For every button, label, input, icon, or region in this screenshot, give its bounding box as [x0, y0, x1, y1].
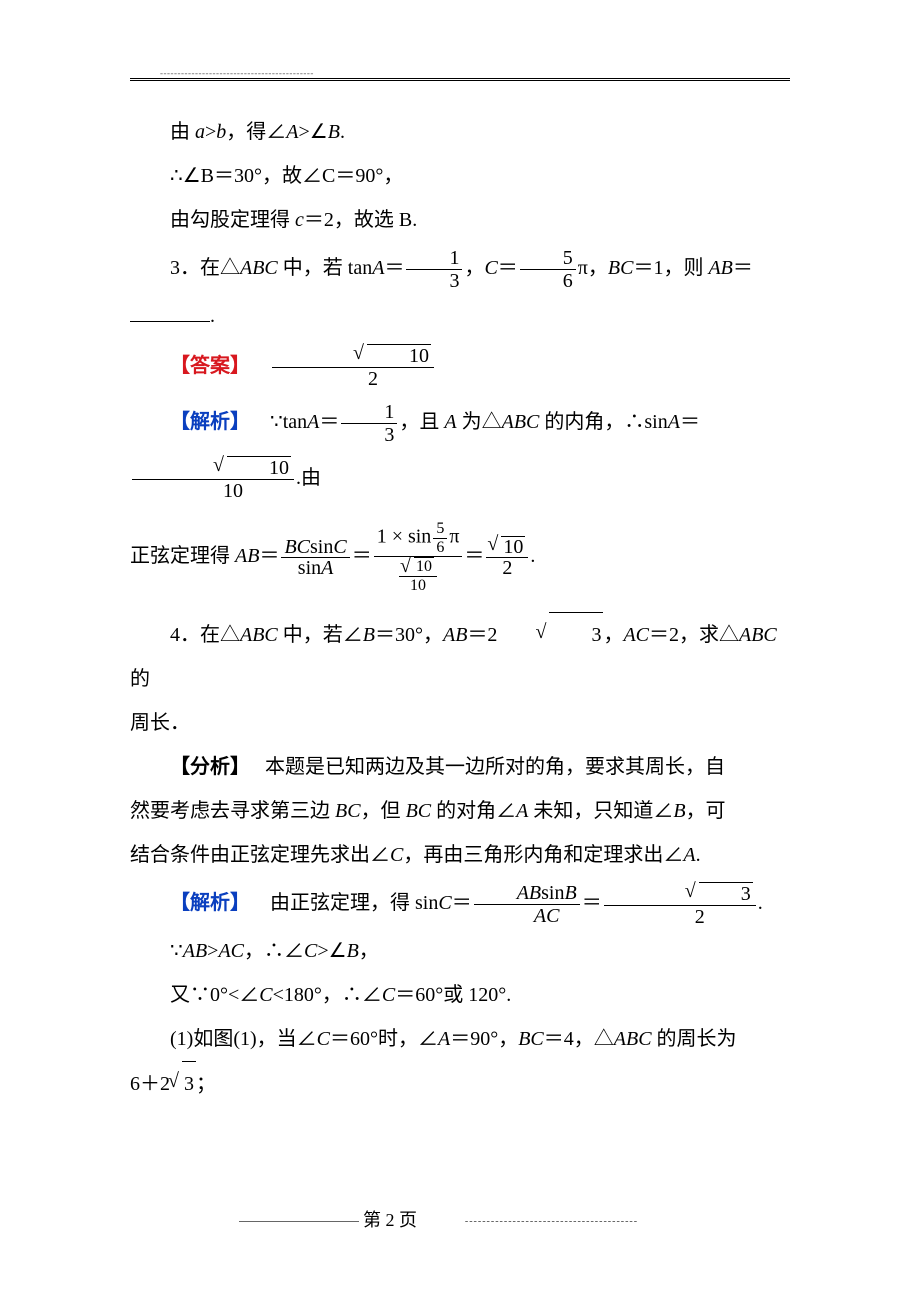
- fenxi-label: 【分析】: [170, 756, 250, 778]
- text: 6＋2: [130, 1073, 170, 1095]
- analysis-2: 正弦定理得 AB＝BCsinCsinA＝1 × sin56π1010＝102.: [130, 520, 790, 594]
- radicand: 3: [549, 612, 603, 657]
- header-dash-line: ----------------------------------------…: [160, 68, 480, 78]
- denominator: 6: [433, 539, 447, 557]
- denominator: 2: [272, 368, 434, 390]
- text: 由 a>b，得∠A>∠B.: [170, 121, 345, 143]
- denominator: AC: [474, 905, 580, 927]
- text: 结合条件由正弦定理先求出∠C，再由三角形内角和定理求出∠A.: [130, 844, 701, 866]
- jiexi-label: 【解析】: [170, 411, 250, 433]
- line-2: ∴∠B＝30°，故∠C＝90°，: [130, 154, 790, 198]
- text: ∵tanA＝: [270, 411, 339, 433]
- numerator: 1: [341, 401, 397, 424]
- analysis-1: 【解析】 ∵tanA＝13，且 A 为△ABC 的内角，∴sinA＝ 1010.由: [130, 394, 790, 506]
- numerator: BCsinC: [281, 537, 349, 558]
- numerator: 10: [486, 536, 528, 558]
- text: ，C＝: [464, 257, 517, 279]
- question-4: 4．在△ABC 中，若∠B＝30°，AB＝23，AC＝2，求△ABC 的: [130, 612, 790, 701]
- numerator: 10: [272, 344, 434, 368]
- denominator: 10: [399, 577, 437, 595]
- fill-blank: [130, 301, 210, 322]
- footer-line-left: [239, 1221, 359, 1222]
- fraction: ABsinBAC: [474, 882, 580, 927]
- page: ----------------------------------------…: [0, 0, 920, 1302]
- fraction: 56: [520, 247, 576, 292]
- question-3-blank: .: [130, 294, 790, 338]
- radicand: 10: [414, 557, 434, 576]
- solution-5: 6＋2 3；: [130, 1061, 790, 1106]
- fraction: BCsinCsinA: [281, 537, 349, 578]
- denominator: 6: [520, 270, 576, 292]
- answer-label: 【答案】: [170, 355, 250, 377]
- text: ；: [196, 1073, 216, 1095]
- text: 又∵0°<∠C<180°，∴∠C＝60°或 120°.: [170, 984, 511, 1006]
- fraction: 32: [604, 882, 756, 928]
- text: 正弦定理得 AB＝: [130, 545, 279, 567]
- solution-2: ∵AB>AC，∴∠C>∠B，: [130, 929, 790, 973]
- text: 由勾股定理得 c＝2，故选 B.: [170, 209, 417, 231]
- denominator: 3: [406, 270, 462, 292]
- jiexi-label: 【解析】: [170, 892, 250, 914]
- text: ＝: [352, 545, 372, 567]
- denominator: 2: [486, 558, 528, 578]
- content-area: 由 a>b，得∠A>∠B. ∴∠B＝30°，故∠C＝90°， 由勾股定理得 c＝…: [130, 110, 790, 1106]
- radicand: 3: [699, 882, 753, 905]
- text: π，BC＝1，则 AB＝: [578, 257, 753, 279]
- fenxi-3: 结合条件由正弦定理先求出∠C，再由三角形内角和定理求出∠A.: [130, 833, 790, 877]
- radicand: 10: [367, 344, 431, 367]
- line-1: 由 a>b，得∠A>∠B.: [130, 110, 790, 154]
- solution-1: 【解析】 由正弦定理，得 sinC＝ABsinBAC＝32.: [130, 877, 790, 929]
- radicand: 10: [501, 536, 525, 557]
- numerator: 5: [433, 520, 447, 539]
- text: .由: [296, 467, 321, 489]
- text: 然要考虑去寻求第三边 BC，但 BC 的对角∠A 未知，只知道∠B，可: [130, 800, 726, 822]
- text: 由正弦定理，得 sinC＝: [270, 892, 472, 914]
- numerator: 1 × sin56π: [374, 520, 463, 557]
- text: 3．在△ABC 中，若 tanA＝: [170, 257, 404, 279]
- numerator: 5: [520, 247, 576, 270]
- footer: 第 2 页 ----------------------------------…: [130, 1206, 790, 1232]
- line-3: 由勾股定理得 c＝2，故选 B.: [130, 198, 790, 242]
- denominator: 1010: [374, 557, 463, 594]
- question-4b: 周长．: [130, 701, 790, 745]
- numerator: 3: [604, 882, 756, 906]
- footer-line-right: ----------------------------------------: [422, 1216, 682, 1227]
- fraction: 102: [486, 536, 528, 578]
- fraction: 10 2: [272, 344, 434, 390]
- text: ＝: [464, 545, 484, 567]
- text: ，且 A 为△ABC 的内角，∴sinA＝: [399, 411, 700, 433]
- fraction: 1010: [132, 456, 294, 502]
- question-3: 3．在△ABC 中，若 tanA＝13，C＝56π，BC＝1，则 AB＝: [130, 242, 790, 294]
- sqrt: 3: [170, 1061, 196, 1106]
- denominator: sinA: [281, 558, 349, 578]
- radicand: 10: [227, 456, 291, 479]
- fraction: 13: [341, 401, 397, 446]
- fenxi-1: 【分析】 本题是已知两边及其一边所对的角，要求其周长，自: [130, 745, 790, 789]
- text: .: [210, 305, 215, 327]
- numerator: 1: [406, 247, 462, 270]
- solution-3: 又∵0°<∠C<180°，∴∠C＝60°或 120°.: [130, 973, 790, 1017]
- page-number: 第 2 页: [363, 1210, 417, 1230]
- text: 4．在△ABC 中，若∠B＝30°，AB＝2: [170, 624, 497, 646]
- fenxi-2: 然要考虑去寻求第三边 BC，但 BC 的对角∠A 未知，只知道∠B，可: [130, 789, 790, 833]
- denominator: 2: [604, 906, 756, 928]
- text: 本题是已知两边及其一边所对的角，要求其周长，自: [265, 756, 725, 778]
- text: .: [758, 892, 763, 914]
- denominator: 10: [132, 480, 294, 502]
- header-double-rule: [130, 78, 790, 81]
- text: ＝: [582, 892, 602, 914]
- text: (1)如图(1)，当∠C＝60°时，∠A＝90°，BC＝4，△ABC 的周长为: [170, 1028, 737, 1050]
- solution-4: (1)如图(1)，当∠C＝60°时，∠A＝90°，BC＝4，△ABC 的周长为: [130, 1017, 790, 1061]
- fraction: 1 × sin56π1010: [374, 520, 463, 594]
- fraction: 13: [406, 247, 462, 292]
- answer-line: 【答案】 10 2: [130, 338, 790, 394]
- numerator: 10: [399, 557, 437, 577]
- numerator: 10: [132, 456, 294, 480]
- denominator: 3: [341, 424, 397, 446]
- numerator: ABsinB: [474, 882, 580, 905]
- text: .: [530, 545, 535, 567]
- sqrt: 3: [497, 612, 603, 657]
- radicand: 3: [182, 1061, 196, 1106]
- text: ∵AB>AC，∴∠C>∠B，: [170, 940, 379, 962]
